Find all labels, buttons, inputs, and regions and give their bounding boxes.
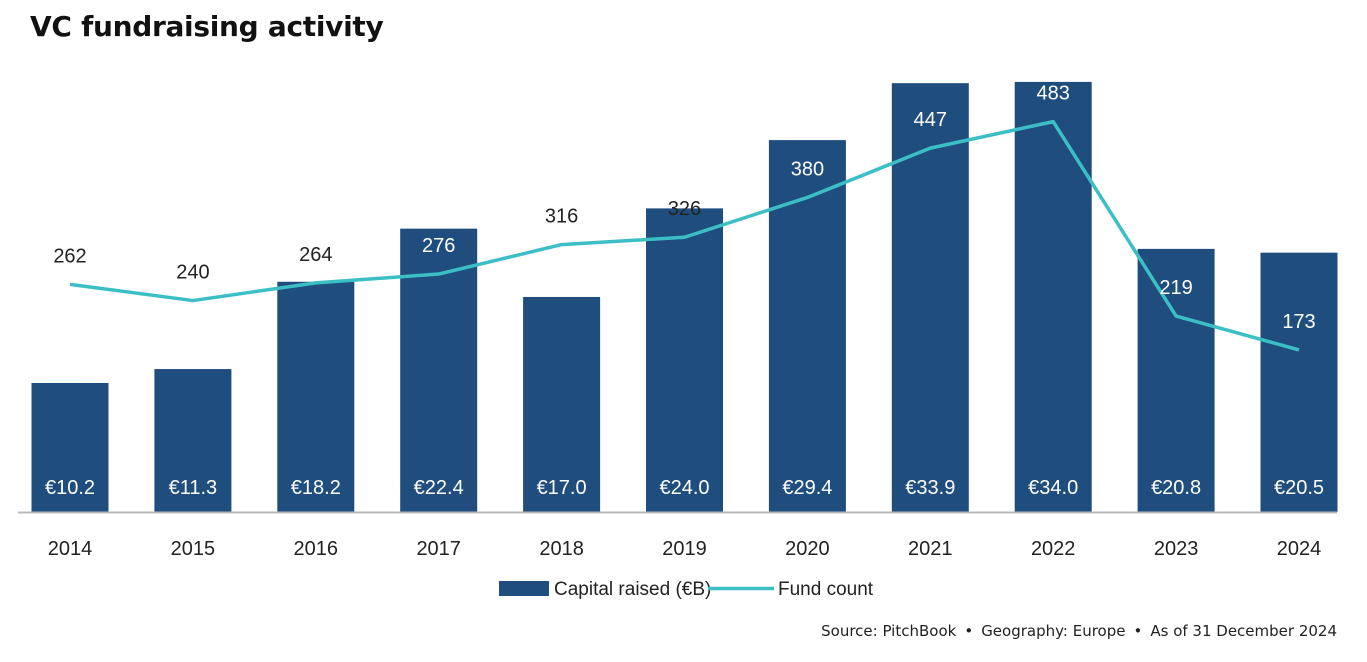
bar-2021	[891, 83, 969, 512]
source-note: Source: PitchBook • Geography: Europe • As o…	[821, 622, 1337, 640]
chart-title: VC fundraising activity	[30, 10, 384, 43]
x-tick-2018: 2018	[539, 538, 584, 560]
bar-label-2024: €20.5	[1274, 477, 1324, 499]
x-tick-2019: 2019	[662, 538, 707, 560]
line-label-2020: 380	[791, 158, 824, 180]
bar-label-2016: €18.2	[291, 477, 341, 499]
line-label-2018: 316	[545, 206, 578, 228]
bar-label-2017: €22.4	[414, 477, 464, 499]
bar-label-2014: €10.2	[45, 477, 95, 499]
bar-2020	[768, 140, 846, 512]
x-tick-2022: 2022	[1031, 538, 1076, 560]
x-tick-2024: 2024	[1277, 538, 1322, 560]
bar-label-2018: €17.0	[537, 477, 587, 499]
bar-2018	[523, 296, 601, 512]
source-part-3: As of 31 December 2024	[1150, 622, 1337, 640]
bar-2014	[31, 382, 109, 512]
source-part-1: Source: PitchBook	[821, 622, 957, 640]
x-tick-2021: 2021	[908, 538, 953, 560]
bar-2023	[1137, 248, 1215, 512]
bar-2019	[646, 208, 723, 512]
bar-2016	[277, 281, 355, 512]
line-label-2015: 240	[176, 262, 209, 284]
bar-2024	[1260, 252, 1338, 513]
x-tick-2015: 2015	[171, 538, 216, 560]
x-tick-2020: 2020	[785, 538, 830, 560]
legend-label-capital: Capital raised (€B)	[554, 579, 711, 600]
bar-2015	[154, 369, 232, 512]
line-label-2017: 276	[422, 235, 455, 257]
line-label-2023: 219	[1159, 277, 1192, 299]
bar-label-2021: €33.9	[905, 477, 955, 499]
x-tick-2014: 2014	[48, 538, 93, 560]
line-label-2014: 262	[53, 245, 86, 267]
bar-2022	[1014, 81, 1092, 513]
line-label-2019: 326	[668, 198, 701, 220]
legend-swatch-capital	[499, 581, 549, 596]
x-tick-2023: 2023	[1154, 538, 1199, 560]
x-tick-2016: 2016	[294, 538, 339, 560]
bar-label-2023: €20.8	[1151, 477, 1201, 499]
line-label-2021: 447	[914, 109, 947, 131]
bar-2017	[400, 228, 478, 512]
bar-label-2022: €34.0	[1028, 477, 1078, 499]
fund-count-line	[69, 119, 1300, 352]
bar-label-2020: €29.4	[782, 477, 832, 499]
x-tick-2017: 2017	[416, 538, 461, 560]
line-label-2024: 173	[1282, 311, 1315, 333]
line-label-2016: 264	[299, 244, 332, 266]
source-part-2: Geography: Europe	[981, 622, 1126, 640]
bar-label-2015: €11.3	[169, 477, 218, 499]
line-label-2022: 483	[1037, 83, 1070, 105]
legend-label-fund-count: Fund count	[778, 579, 874, 600]
bar-label-2019: €24.0	[659, 477, 709, 499]
